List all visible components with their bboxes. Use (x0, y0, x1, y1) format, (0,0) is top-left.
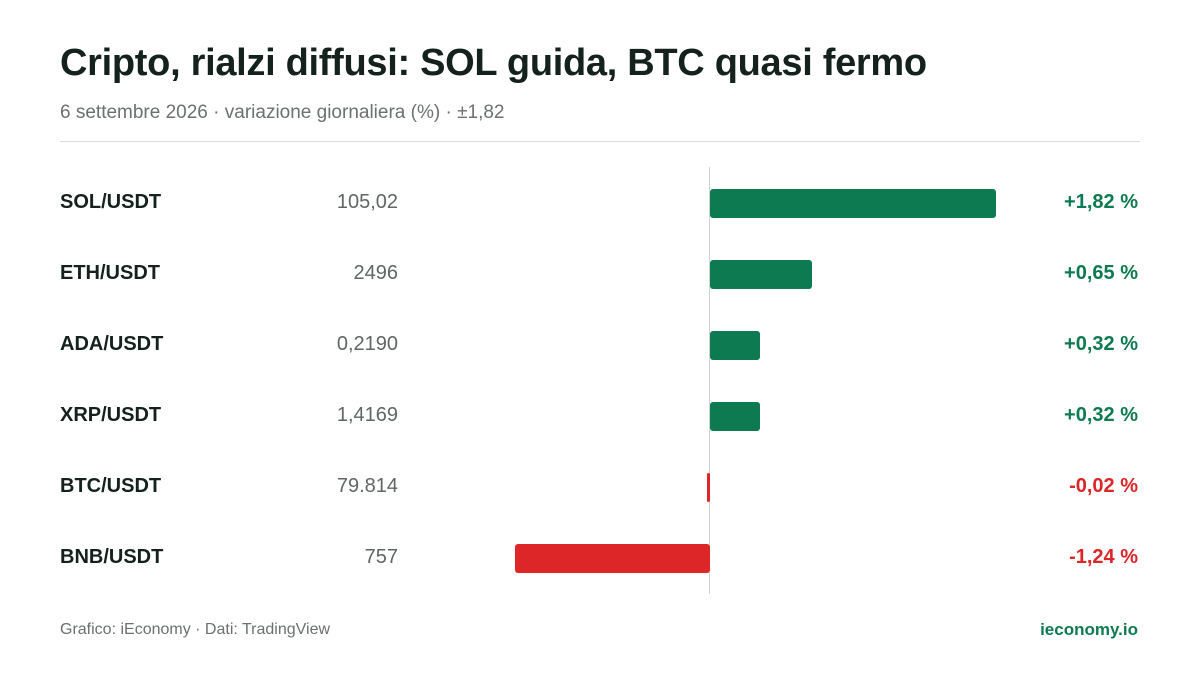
price-label: 1,4169 (336, 404, 398, 426)
header-divider (60, 141, 1140, 142)
pair-label: ADA/USDT (60, 333, 164, 355)
change-label: -0,02 % (1069, 475, 1138, 497)
price-label: 79.814 (336, 475, 398, 497)
chart-subtitle: 6 settembre 2026 · variazione giornalier… (60, 102, 505, 123)
change-label: +0,65 % (1064, 262, 1138, 284)
change-bar (710, 331, 761, 360)
change-bar (710, 189, 996, 218)
price-label: 757 (364, 546, 398, 568)
chart-row: XRP/USDT 1,4169 +0,32 % (0, 396, 1200, 436)
price-label: 105,02 (336, 191, 398, 213)
pair-label: SOL/USDT (60, 191, 162, 213)
chart-row: BNB/USDT 757 -1,24 % (0, 538, 1200, 578)
change-bar (515, 544, 710, 573)
change-label: -1,24 % (1069, 546, 1138, 568)
pair-label: XRP/USDT (60, 404, 162, 426)
price-label: 2496 (353, 262, 399, 284)
price-label: 0,2190 (336, 333, 398, 355)
chart-row: BTC/USDT 79.814 -0,02 % (0, 467, 1200, 507)
pair-label: ETH/USDT (60, 262, 160, 284)
pair-label: BNB/USDT (60, 546, 164, 568)
chart-title: Cripto, rialzi diffusi: SOL guida, BTC q… (60, 42, 927, 84)
chart-row: ETH/USDT 2496 +0,65 % (0, 254, 1200, 294)
source-credit: Grafico: iEconomy · Dati: TradingView (60, 621, 331, 638)
chart-row: SOL/USDT 105,02 +1,82 % (0, 183, 1200, 223)
brand-link[interactable]: ieconomy.io (1040, 620, 1138, 639)
change-label: +1,82 % (1064, 191, 1138, 213)
zero-axis-line (709, 167, 710, 594)
change-bar (710, 260, 813, 289)
change-bar (710, 402, 761, 431)
change-label: +0,32 % (1064, 404, 1138, 426)
change-bar (706, 473, 710, 502)
pair-label: BTC/USDT (60, 475, 162, 497)
change-label: +0,32 % (1064, 333, 1138, 355)
chart-row: ADA/USDT 0,2190 +0,32 % (0, 325, 1200, 365)
